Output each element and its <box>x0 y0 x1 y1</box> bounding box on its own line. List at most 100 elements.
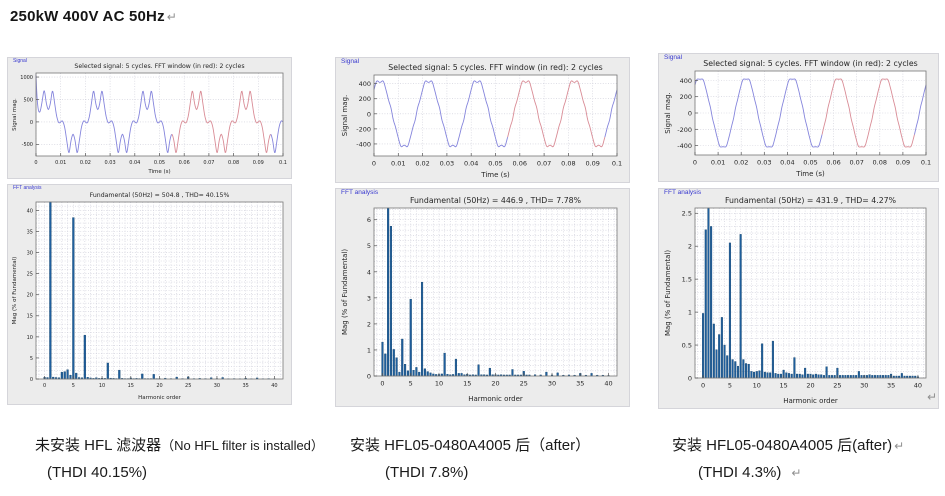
svg-text:500: 500 <box>23 97 33 103</box>
svg-text:0.1: 0.1 <box>279 160 287 166</box>
svg-text:0.09: 0.09 <box>253 160 264 166</box>
svg-text:0.08: 0.08 <box>228 160 239 166</box>
svg-text:2: 2 <box>688 243 692 251</box>
svg-text:10: 10 <box>435 380 443 388</box>
svg-text:0.02: 0.02 <box>80 160 91 166</box>
svg-text:2.5: 2.5 <box>682 210 692 218</box>
svg-text:0: 0 <box>372 160 376 168</box>
figure2-fft-panel-label: FFT analysis <box>341 189 379 196</box>
svg-text:0.08: 0.08 <box>561 160 575 168</box>
figure1-signal-panel: Signal 0 0.01 0.02 0.03 0.04 0.05 0.06 0.07 0.08… <box>7 57 292 179</box>
svg-text:Fundamental (50Hz) = 431.9 , T: Fundamental (50Hz) = 431.9 , THD= 4.27% <box>725 196 896 205</box>
caption3-line1: 安装 HFL05-0480A4005 后(after) ↵ <box>672 437 905 454</box>
svg-text:40: 40 <box>914 382 922 390</box>
svg-text:5: 5 <box>367 242 371 250</box>
svg-text:5: 5 <box>409 380 413 388</box>
svg-text:0.09: 0.09 <box>585 160 599 168</box>
svg-text:5: 5 <box>728 382 732 390</box>
svg-text:30: 30 <box>860 382 868 390</box>
svg-text:0: 0 <box>380 380 384 388</box>
svg-text:0.03: 0.03 <box>440 160 454 168</box>
figure2-signal-panel: Signal 0 0.01 0.02 0.03 0.04 0.05 0.06 0.07 0.08… <box>335 57 630 183</box>
svg-text:35: 35 <box>27 229 33 235</box>
svg-text:15: 15 <box>779 382 787 390</box>
svg-text:20: 20 <box>806 382 814 390</box>
figure3-fft-panel: FFT analysis 0 5 10 15 20 25 30 35 40 0 0.5 1 1.5 2 2.… <box>658 188 939 409</box>
svg-text:0.04: 0.04 <box>464 160 478 168</box>
svg-text:0.02: 0.02 <box>415 160 429 168</box>
svg-text:0: 0 <box>701 382 705 390</box>
svg-text:0.07: 0.07 <box>203 160 214 166</box>
svg-text:-200: -200 <box>677 126 692 134</box>
svg-text:1: 1 <box>688 309 692 317</box>
figure3-fft-plot: 0 5 10 15 20 25 30 35 40 0 0.5 1 1.5 2 2.5 Fundamental … <box>664 196 927 405</box>
svg-text:40: 40 <box>604 380 612 388</box>
svg-text:0.05: 0.05 <box>154 160 165 166</box>
svg-text:0.06: 0.06 <box>826 159 840 167</box>
svg-text:10: 10 <box>753 382 761 390</box>
svg-text:40: 40 <box>27 208 33 214</box>
svg-text:Fundamental (50Hz) = 446.9 , T: Fundamental (50Hz) = 446.9 , THD= 7.78% <box>410 196 581 205</box>
svg-text:10: 10 <box>99 383 105 389</box>
svg-text:35: 35 <box>576 380 584 388</box>
svg-text:5: 5 <box>72 383 75 389</box>
svg-text:0: 0 <box>367 110 371 118</box>
figure1-signal-plot: 0 0.01 0.02 0.03 0.04 0.05 0.06 0.07 0.08 0.09 0.1… <box>12 63 287 175</box>
svg-text:Harmonic order: Harmonic order <box>783 397 838 405</box>
svg-text:0: 0 <box>688 374 692 382</box>
svg-text:0: 0 <box>367 372 371 380</box>
svg-text:Time (s): Time (s) <box>480 171 510 179</box>
svg-text:0.05: 0.05 <box>803 159 817 167</box>
svg-text:0.04: 0.04 <box>780 159 794 167</box>
svg-text:40: 40 <box>271 383 277 389</box>
svg-text:4: 4 <box>367 268 371 276</box>
figure3-signal-plot: 0 0.01 0.02 0.03 0.04 0.05 0.06 0.07 0.08 0.09 0.1… <box>664 59 931 178</box>
figure1-fft-panel-label: FFT analysis <box>13 185 42 191</box>
svg-text:Harmonic order: Harmonic order <box>138 395 182 401</box>
svg-text:-400: -400 <box>356 140 371 148</box>
svg-text:25: 25 <box>185 383 191 389</box>
svg-text:0: 0 <box>34 160 37 166</box>
caption-figure2: 安装 HFL05-0480A4005 后（after） (THDI 7.8%) <box>350 434 590 481</box>
svg-text:Fundamental (50Hz) = 504.8 , T: Fundamental (50Hz) = 504.8 , THD= 40.15% <box>90 192 230 199</box>
return-mark-icon: ↵ <box>166 10 178 24</box>
svg-text:30: 30 <box>214 383 220 389</box>
svg-text:0: 0 <box>30 377 33 383</box>
caption-figure3: 安装 HFL05-0480A4005 后(after) ↵ (THDI 4.3%)… <box>672 434 904 481</box>
svg-text:Signal mag.: Signal mag. <box>664 92 672 134</box>
caption2-line1: 安装 HFL05-0480A4005 后（after） <box>350 437 591 454</box>
svg-text:1.5: 1.5 <box>682 276 692 284</box>
svg-text:5: 5 <box>30 356 33 362</box>
svg-text:25: 25 <box>520 380 528 388</box>
svg-text:1000: 1000 <box>20 75 33 81</box>
svg-text:6: 6 <box>367 216 371 224</box>
svg-text:-500: -500 <box>22 142 33 148</box>
svg-text:0.1: 0.1 <box>921 159 931 167</box>
svg-text:0.01: 0.01 <box>711 159 725 167</box>
svg-text:0.02: 0.02 <box>734 159 748 167</box>
svg-text:-200: -200 <box>356 125 371 133</box>
svg-text:0.1: 0.1 <box>612 160 622 168</box>
svg-text:Mag (% of Fundamental): Mag (% of Fundamental) <box>341 249 349 335</box>
svg-text:0.01: 0.01 <box>391 160 405 168</box>
svg-text:Mag (% of Fundamental): Mag (% of Fundamental) <box>12 257 18 325</box>
return-mark-icon: ↵ <box>927 390 938 404</box>
caption1-line1: 未安装 HFL 滤波器（No HFL filter is installed） <box>35 437 324 454</box>
svg-text:0: 0 <box>688 109 692 117</box>
svg-text:Signal mag.: Signal mag. <box>341 95 349 137</box>
svg-text:0.04: 0.04 <box>129 160 140 166</box>
svg-text:Mag (% of Fundamental): Mag (% of Fundamental) <box>664 250 672 336</box>
svg-text:400: 400 <box>359 80 371 88</box>
svg-text:15: 15 <box>128 383 134 389</box>
svg-text:0: 0 <box>43 383 46 389</box>
svg-text:0.06: 0.06 <box>513 160 527 168</box>
svg-text:0.07: 0.07 <box>537 160 551 168</box>
figure1-fft-panel: FFT analysis 0 5 10 15 20 25 30 35 40 0 5 10 15 20 25 3… <box>7 184 292 405</box>
svg-text:Selected signal: 5 cycles. FFT: Selected signal: 5 cycles. FFT window (i… <box>388 63 602 72</box>
svg-text:3: 3 <box>367 294 371 302</box>
svg-text:Selected signal: 5 cycles. FFT: Selected signal: 5 cycles. FFT window (i… <box>74 63 244 70</box>
svg-text:1: 1 <box>367 346 371 354</box>
return-mark-icon: ↵ <box>791 466 802 480</box>
svg-text:0.09: 0.09 <box>896 159 910 167</box>
svg-text:0.08: 0.08 <box>873 159 887 167</box>
